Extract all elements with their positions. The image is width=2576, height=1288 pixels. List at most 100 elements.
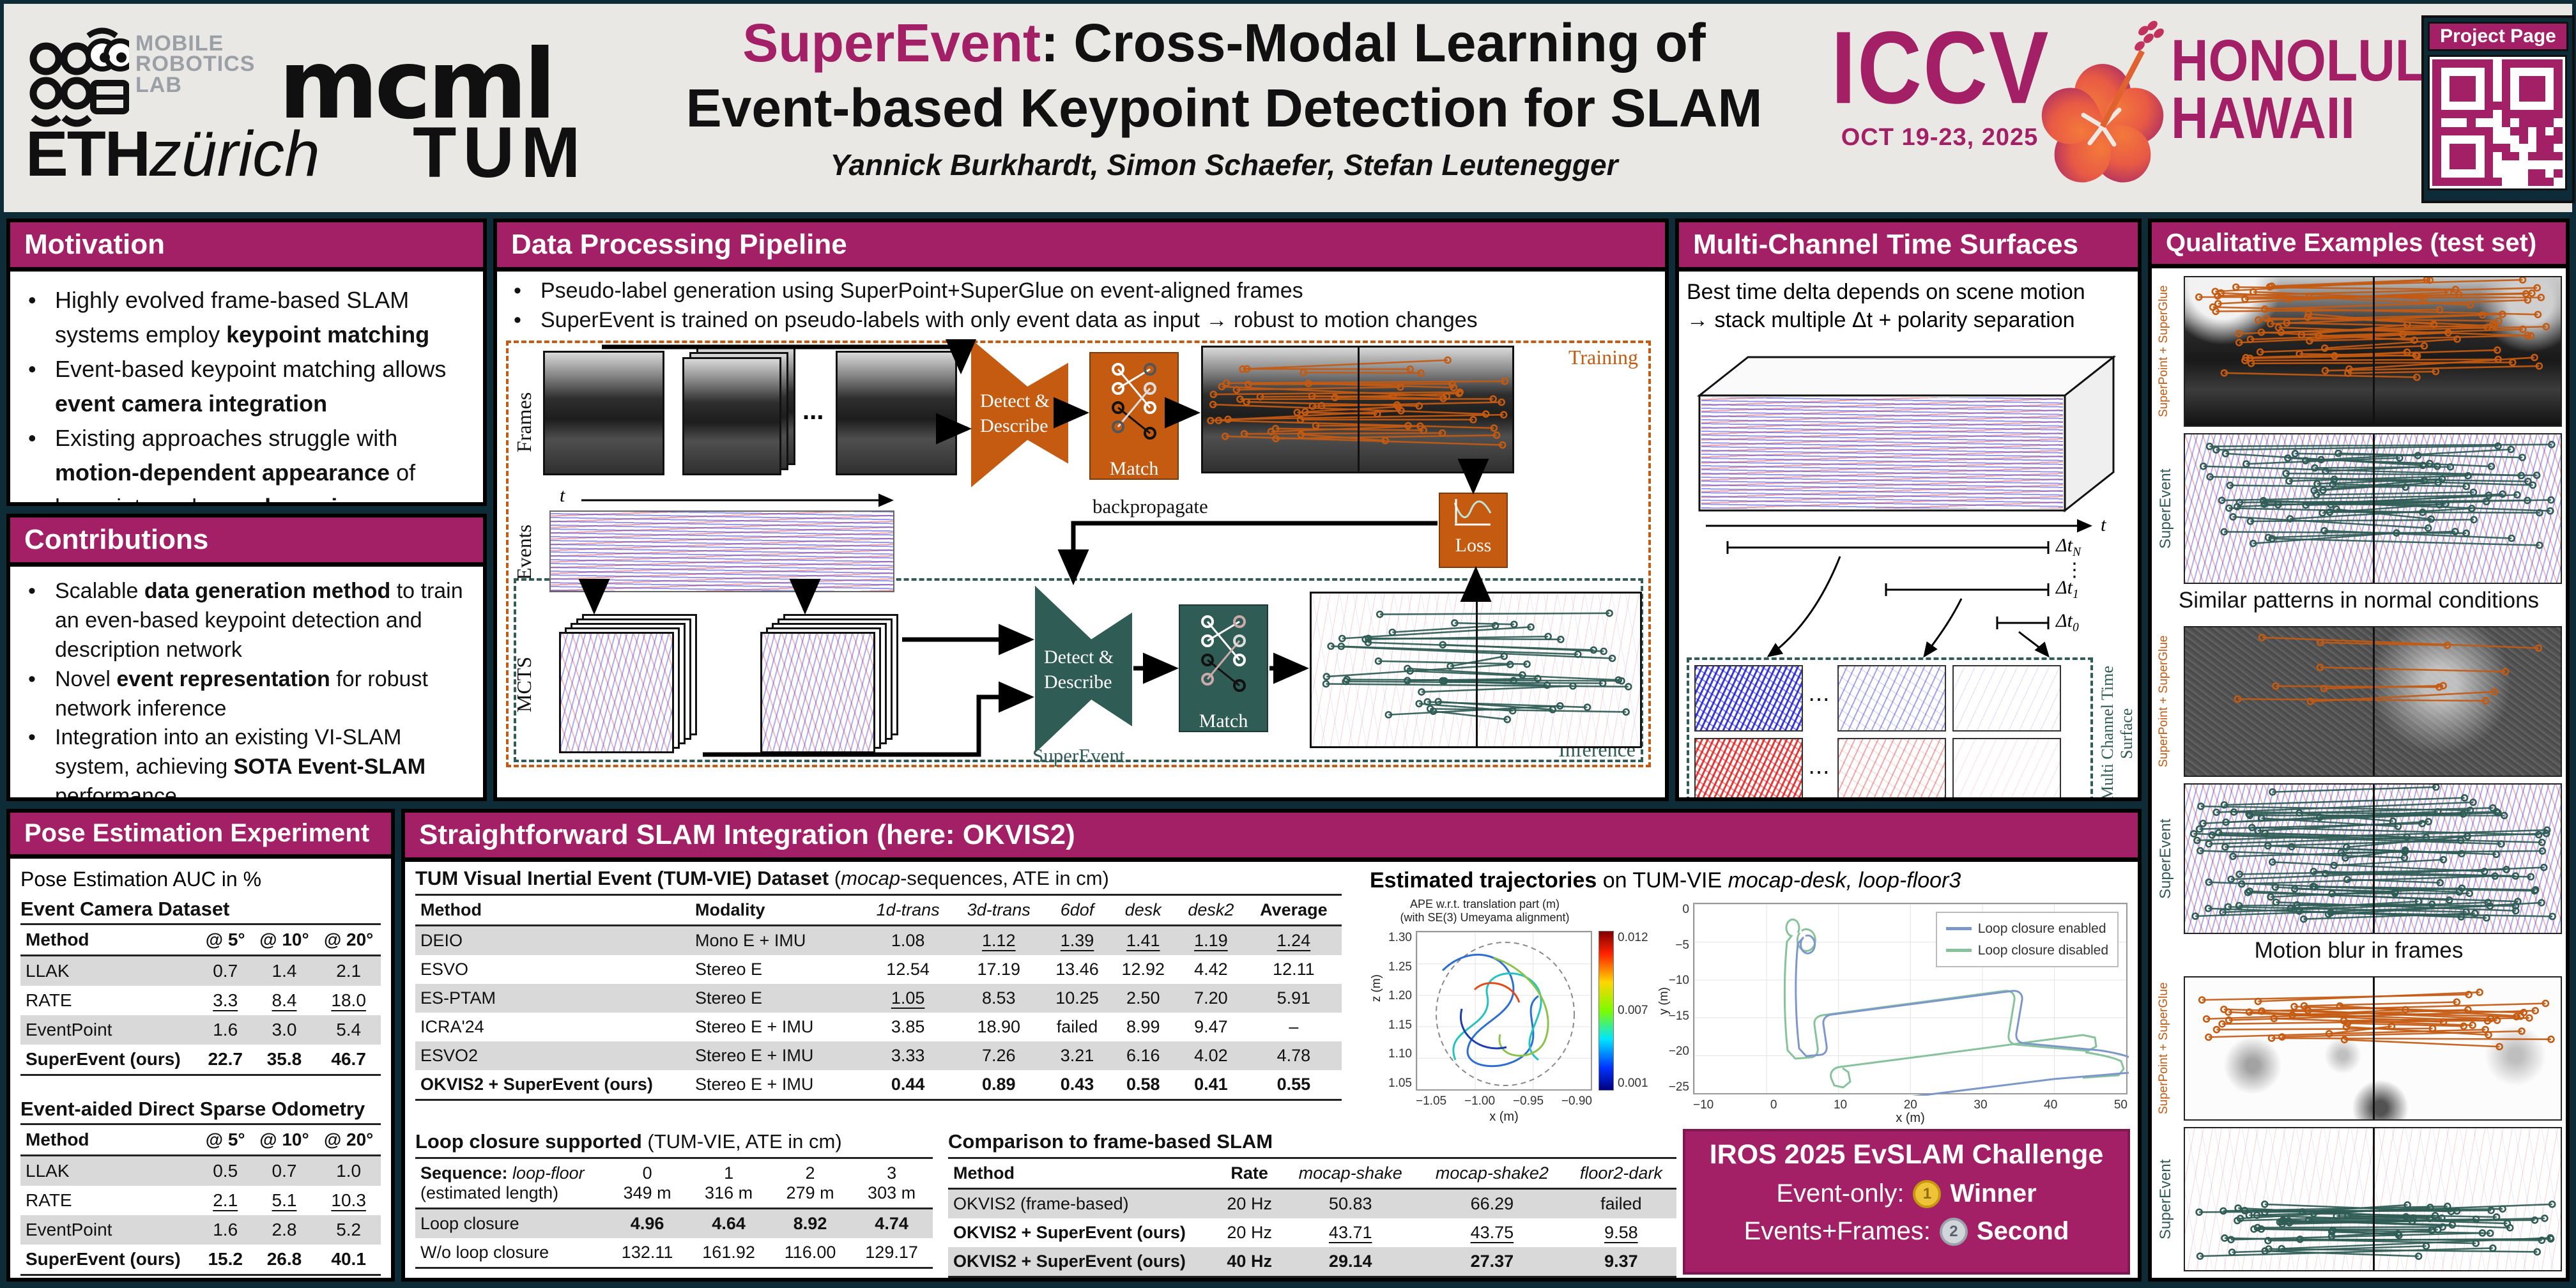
- table-cell: 129.17: [865, 1243, 918, 1262]
- traj-xticks: −10 0 10 20 30 40 50: [1693, 1098, 2128, 1112]
- mrl-logo: MOBILE ROBOTICS LAB: [27, 22, 255, 150]
- events-match-image: [2184, 433, 2562, 584]
- poster-title-line1: SuperEvent: Cross-Modal Learning of: [742, 13, 1706, 73]
- dt-label: Δt0: [2056, 610, 2079, 635]
- table-cell: 4.78: [1276, 1046, 1311, 1065]
- superevent-label: SuperEvent: [1032, 744, 1125, 767]
- table-cell: 0.89: [982, 1075, 1016, 1094]
- legend-entry: Loop closure disabled: [1945, 940, 2108, 962]
- poster-title-block: SuperEvent: Cross-Modal Learning of Even…: [649, 10, 1799, 182]
- list-item: Integration into an existing VI-SLAM sys…: [19, 723, 474, 797]
- table-cell: 2.50: [1126, 988, 1160, 1008]
- table-cell: 18.90: [977, 1017, 1021, 1036]
- table-cell: 27.37: [1470, 1252, 1514, 1271]
- motivation-section: Motivation Highly evolved frame-based SL…: [6, 218, 487, 506]
- frames-label: Frames: [512, 392, 535, 452]
- table-cell: 5.1: [272, 1190, 297, 1210]
- time-surfaces-figure: t ΔtN ⋮ Δt1 Δt0 ⋯ ⋯ Multi Channel Time S…: [1687, 337, 2136, 797]
- time-surface-grid: ⋯ ⋯: [1687, 657, 2093, 797]
- table-cell: 1.24: [1276, 931, 1311, 950]
- table-cell: 0.7: [213, 961, 238, 981]
- match-label: Match: [1199, 710, 1248, 732]
- table-row: EventPoint 1.6 3.0 5.4: [20, 1015, 381, 1045]
- table-row: OKVIS2 + SuperEvent (ours) Stereo E + IMU…: [415, 1070, 1342, 1100]
- ape-title: APE w.r.t. translation part (m) (with SE…: [1400, 898, 1570, 924]
- table-cell: 3.0: [272, 1020, 297, 1039]
- frames-match-image: [2184, 976, 2562, 1121]
- table-cell: 2.8: [272, 1220, 297, 1239]
- legend-swatch-green: [1945, 948, 1972, 952]
- table-row: EventPoint 1.6 2.8 5.2: [20, 1215, 381, 1245]
- superpoint-superglue-label: SuperPoint + SuperGlue: [2157, 982, 2170, 1115]
- table-cell: 2.1: [213, 1190, 238, 1210]
- pipeline-bullets: Pseudo-label generation using SuperPoint…: [505, 277, 1657, 335]
- table-cell: 4.42: [1194, 960, 1228, 979]
- list-item: Pseudo-label generation using SuperPoint…: [505, 277, 1657, 306]
- pose-table-ecd: Method @ 5° @ 10° @ 20° LLAK 0.7 1.4 2.1 RA…: [20, 923, 381, 1076]
- table-cell: 1.41: [1126, 931, 1160, 950]
- table-cell: 4.74: [875, 1214, 908, 1233]
- legend-swatch-blue: [1945, 927, 1972, 931]
- match-label: Match: [1109, 457, 1159, 479]
- keypoint-matches: [2195, 277, 2550, 381]
- authors: Yannick Burkhardt, Simon Schaefer, Stefa…: [830, 148, 1618, 181]
- drone-logo-icon: [29, 27, 129, 127]
- hibiscus-icon: [2041, 20, 2164, 183]
- table-row: ICRA'24 Stereo E + IMU 3.85 18.90 failed 8.99…: [415, 1013, 1342, 1041]
- table-row: ESVO2 Stereo E + IMU 3.33 7.26 3.21 6.16 4.02 4…: [415, 1041, 1342, 1070]
- table-cell: 43.71: [1328, 1223, 1372, 1242]
- table-cell: 132.11: [621, 1243, 673, 1262]
- table-row: DEIO Mono E + IMU 1.08 1.12 1.39 1.41 1.19 1.24: [415, 925, 1342, 955]
- table-cell: 8.92: [793, 1214, 827, 1233]
- superevent-label: SuperEvent: [2157, 818, 2174, 899]
- table-heading: Event Camera Dataset: [20, 898, 230, 920]
- conference-dates: OCT 19-23, 2025: [1841, 124, 2039, 151]
- keypoint-matches: [2199, 440, 2556, 549]
- keypoint-matches: [2198, 988, 2555, 1051]
- pose-table-edso: Method @ 5° @ 10° @ 20° LLAK 0.5 0.7 1.0 RA…: [20, 1123, 381, 1276]
- table-row: SuperEvent (ours) 22.7 35.8 46.7: [20, 1045, 381, 1075]
- contributions-title: Contributions: [10, 518, 483, 567]
- contributions-section: Contributions Scalable data generation m…: [6, 514, 487, 801]
- table-cell: 10.25: [1055, 988, 1099, 1008]
- qr-code-icon: [2428, 55, 2567, 190]
- training-label: Training: [1568, 345, 1638, 369]
- list-item: Existing approaches struggle with motion…: [19, 421, 474, 502]
- frame-image: [836, 350, 957, 475]
- table-cell: 0.43: [1060, 1075, 1094, 1094]
- bipartite-graph-icon: [1112, 362, 1156, 440]
- qualitative-group: SuperPoint + SuperGlue SuperEvent Motion…: [2156, 624, 2562, 969]
- table-cell: 18.0: [331, 990, 366, 1010]
- frames-match-image: [2184, 276, 2562, 427]
- mcts-side-label: Multi Channel Time Surface: [2098, 666, 2136, 801]
- matched-frames-image: [1201, 345, 1514, 473]
- table-cell: 8.53: [982, 988, 1016, 1008]
- pose-subtitle: Pose Estimation AUC in %: [20, 868, 262, 891]
- ape-yticks: 1.30 1.25 1.20 1.15 1.10 1.05: [1388, 931, 1412, 1090]
- table-cell: 7.26: [982, 1046, 1016, 1065]
- list-item: Event-based keypoint matching allows eve…: [19, 352, 474, 421]
- iccv-logo: ICCV OCT 19-23, 2025: [1831, 16, 2048, 151]
- legend-entry: Loop closure enabled: [1945, 918, 2108, 940]
- seq-column: 0 349 m: [607, 1158, 688, 1209]
- table-cell: 0.55: [1276, 1075, 1311, 1094]
- ellipsis: ...: [802, 396, 824, 425]
- mcts-label: MCTS: [512, 656, 535, 712]
- table-cell: 17.19: [977, 960, 1021, 979]
- gold-medal-icon: 1: [1913, 1179, 1942, 1208]
- table-cell: 1.6: [213, 1020, 238, 1039]
- match-frames: Match: [1089, 351, 1179, 480]
- table-cell: 6.16: [1126, 1046, 1160, 1065]
- traj-plot-area: Loop closure enabled Loop closure disabl…: [1693, 903, 2136, 1130]
- match-events: Match: [1179, 604, 1268, 732]
- table-cell: 40 Hz: [1227, 1252, 1272, 1271]
- silver-medal-icon: 2: [1939, 1217, 1968, 1246]
- table-cell: 13.46: [1055, 960, 1099, 979]
- dt-label: Δt1: [2056, 577, 2079, 602]
- frames-match-image: [2184, 626, 2562, 777]
- time-surface-image: [1837, 738, 1946, 797]
- poster-header: MOBILE ROBOTICS LAB mcml ETHzürich TUM S…: [4, 4, 2575, 212]
- table-header-row: Method @ 5° @ 10° @ 20°: [20, 924, 381, 956]
- event-cube-texture: [1701, 397, 2063, 509]
- table-cell: 5.91: [1276, 988, 1311, 1008]
